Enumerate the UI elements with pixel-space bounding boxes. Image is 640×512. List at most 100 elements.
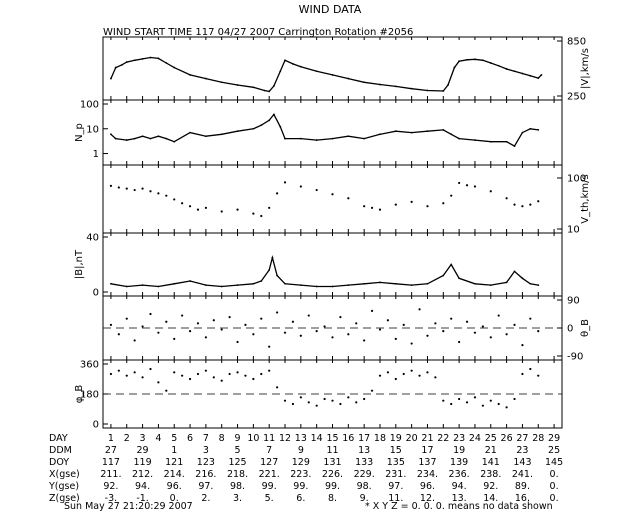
data-point bbox=[474, 139, 476, 141]
data-point bbox=[489, 140, 492, 143]
table-cell: 229. bbox=[354, 469, 375, 480]
data-point bbox=[458, 181, 461, 185]
data-point bbox=[157, 331, 160, 334]
table-cell: 121 bbox=[165, 457, 183, 468]
panel-thermal-speed: 100 10V_th,km/s bbox=[102, 164, 591, 236]
panels-group: 850250|V|,km/s100101N_p10010V_th,km/s400… bbox=[74, 36, 591, 431]
data-point bbox=[125, 187, 128, 190]
data-point bbox=[410, 284, 413, 287]
y-tick-label: 850 bbox=[567, 37, 586, 48]
data-point bbox=[537, 284, 540, 287]
footer-note: * X Y Z = 0. 0. 0. means no data shown bbox=[365, 501, 553, 512]
data-point bbox=[453, 66, 456, 69]
data-point bbox=[497, 314, 500, 317]
data-point bbox=[173, 198, 176, 201]
table-cell: 29 bbox=[548, 433, 560, 444]
data-point bbox=[513, 270, 516, 273]
table-cell: 11 bbox=[263, 433, 275, 444]
data-point bbox=[204, 135, 207, 138]
data-point bbox=[173, 140, 176, 143]
data-point bbox=[347, 284, 350, 287]
y-tick-label: 10 bbox=[86, 124, 99, 135]
data-point bbox=[331, 336, 334, 339]
table-cell: 135 bbox=[387, 457, 405, 468]
panel-frame bbox=[102, 99, 563, 166]
table-row-label: DDM bbox=[49, 445, 72, 456]
table-cell: 216. bbox=[195, 469, 216, 480]
panel-theta: 90 0 -90 θ_B bbox=[102, 295, 591, 363]
data-point bbox=[450, 402, 453, 406]
table-cell: 99. bbox=[293, 481, 308, 492]
data-point bbox=[273, 113, 275, 116]
y-tick-label: 90 bbox=[567, 296, 580, 307]
table-cell: 20 bbox=[406, 433, 418, 444]
data-point bbox=[378, 208, 382, 211]
data-point bbox=[442, 330, 445, 333]
table-cell: 23 bbox=[453, 433, 465, 444]
data-point bbox=[378, 328, 382, 331]
data-point bbox=[189, 131, 191, 134]
table-cell: 92. bbox=[483, 481, 498, 492]
data-point bbox=[204, 369, 207, 372]
table-cell: 94. bbox=[452, 481, 467, 492]
data-point bbox=[260, 317, 263, 320]
data-point bbox=[315, 70, 318, 73]
data-point bbox=[149, 367, 152, 371]
data-point bbox=[149, 137, 152, 140]
table-cell: 211. bbox=[100, 469, 121, 480]
data-point bbox=[109, 372, 113, 376]
data-point bbox=[307, 401, 310, 404]
data-point bbox=[188, 377, 192, 381]
data-point bbox=[260, 372, 263, 376]
table-cell: 98. bbox=[230, 481, 245, 492]
data-point bbox=[473, 331, 477, 334]
table-cell: 96. bbox=[167, 481, 182, 492]
data-point bbox=[426, 205, 429, 208]
data-point bbox=[268, 369, 271, 372]
data-point bbox=[125, 61, 128, 63]
data-point bbox=[537, 200, 540, 203]
table-cell: 25 bbox=[485, 433, 497, 444]
data-point bbox=[363, 339, 366, 342]
axis-label-thermal-speed: V_th,km/s bbox=[580, 174, 591, 223]
data-point bbox=[315, 188, 318, 192]
data-point bbox=[220, 379, 223, 382]
axis-label-field: |B|,nT bbox=[74, 249, 85, 279]
data-point bbox=[489, 399, 492, 402]
data-point bbox=[165, 320, 168, 323]
table-cell: 0. bbox=[170, 493, 179, 504]
table-cell: 9 bbox=[298, 445, 304, 456]
table-row-label: DOY bbox=[49, 457, 69, 468]
table-cell: 22 bbox=[437, 433, 449, 444]
table-cell: 9 bbox=[235, 433, 241, 444]
data-point bbox=[188, 205, 192, 208]
data-point bbox=[236, 284, 239, 287]
data-point bbox=[110, 133, 112, 136]
data-point bbox=[141, 135, 144, 138]
data-point bbox=[109, 184, 113, 187]
table-row-xgse: X(gse) 211. 212. 214. 216. 218. 221. 223. 226. 22… bbox=[49, 469, 559, 480]
table-cell: 17 bbox=[358, 433, 370, 444]
data-point bbox=[263, 89, 266, 92]
table-row-doy: DOY 117 119 121 123 125 127 129 131 133 135 137 139 1… bbox=[49, 457, 563, 468]
table-cell: 13 bbox=[358, 445, 370, 456]
table-cell: 9. bbox=[360, 493, 369, 504]
table-cell: 238. bbox=[480, 469, 501, 480]
data-point bbox=[497, 64, 500, 67]
data-point bbox=[386, 371, 389, 374]
data-point bbox=[529, 74, 532, 77]
data-point bbox=[505, 140, 508, 143]
data-point bbox=[276, 311, 279, 314]
data-point bbox=[141, 284, 144, 287]
data-point bbox=[236, 84, 239, 86]
table-cell: 1 bbox=[171, 445, 177, 456]
data-point bbox=[347, 135, 350, 138]
data-point bbox=[394, 337, 397, 340]
orbit-table: DAY 1 2 3 4 5 6 7 8 9 10 11 12 13 14 15 16 17 18 19 20 21 22 23… bbox=[48, 433, 563, 504]
data-point bbox=[252, 212, 255, 215]
data-point bbox=[339, 402, 342, 406]
data-point bbox=[212, 319, 215, 322]
table-cell: 236. bbox=[449, 469, 470, 480]
data-point bbox=[110, 77, 112, 80]
data-point bbox=[347, 197, 350, 200]
